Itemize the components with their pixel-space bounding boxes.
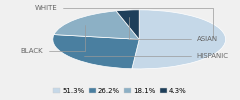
Legend: 51.3%, 26.2%, 18.1%, 4.3%: 51.3%, 26.2%, 18.1%, 4.3% — [51, 85, 189, 97]
Text: HISPANIC: HISPANIC — [84, 53, 229, 59]
Text: BLACK: BLACK — [21, 25, 84, 54]
Wedge shape — [54, 11, 139, 39]
Wedge shape — [116, 10, 139, 39]
Text: ASIAN: ASIAN — [129, 17, 218, 42]
Text: WHITE: WHITE — [35, 5, 213, 38]
Wedge shape — [132, 10, 226, 69]
Wedge shape — [53, 35, 139, 69]
